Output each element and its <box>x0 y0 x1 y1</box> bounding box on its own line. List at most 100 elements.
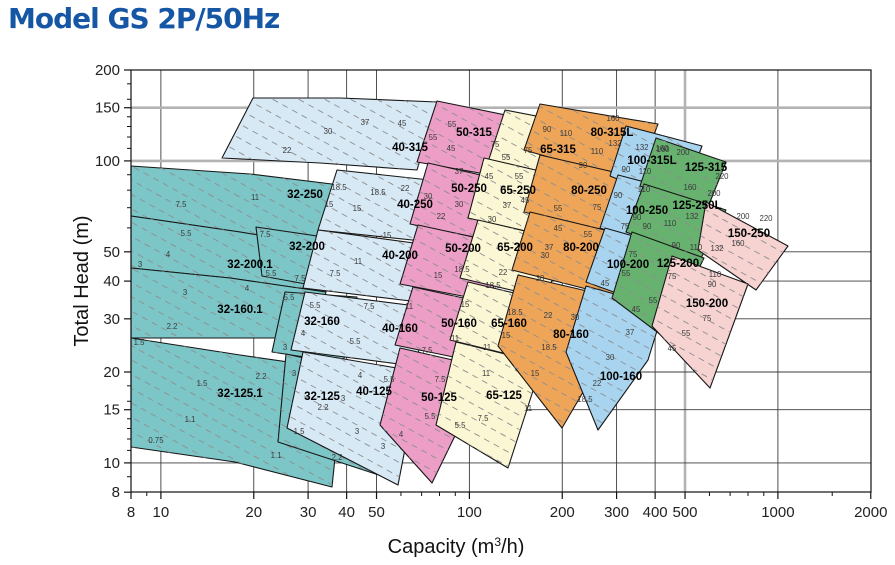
power-kw-label: 37 <box>503 201 512 210</box>
power-kw-label: 90 <box>633 213 642 222</box>
power-kw-label: 4 <box>399 430 404 439</box>
x-tick-label-8: 8 <box>127 504 135 521</box>
power-kw-label: 30 <box>536 274 545 283</box>
power-kw-label: 22 <box>283 146 292 155</box>
x-tick-label-500: 500 <box>673 504 698 521</box>
power-curve-dash <box>392 98 437 170</box>
power-curve-dash <box>138 216 292 292</box>
power-curve-dash <box>410 163 519 242</box>
power-kw-label: 22 <box>593 379 602 388</box>
power-curve-dash <box>652 256 748 388</box>
region-label-32-200.1: 32-200.1 <box>227 259 273 271</box>
power-kw-label: 30 <box>606 353 615 362</box>
x-axis-title: Capacity (m3/h) <box>388 535 525 558</box>
power-kw-label: 30 <box>455 200 464 209</box>
power-curve-dash <box>395 287 478 362</box>
power-kw-label: 5.5 <box>266 269 278 278</box>
power-curve-dash <box>436 342 542 468</box>
power-kw-label: 220 <box>715 172 729 181</box>
power-curve-dash <box>131 166 136 250</box>
power-kw-label: 132 <box>710 244 723 253</box>
power-kw-label: 30 <box>541 251 550 260</box>
power-kw-label: 37 <box>626 328 635 337</box>
power-curve-dash <box>521 275 626 428</box>
power-kw-label: 220 <box>759 214 773 223</box>
power-kw-label: 90 <box>614 191 623 200</box>
region-label-50-160: 50-160 <box>441 318 477 330</box>
region-label-32-250: 32-250 <box>287 189 323 201</box>
region-label-50-250: 50-250 <box>451 183 487 195</box>
power-curve-dash <box>436 342 542 468</box>
power-kw-label: 45 <box>521 196 530 205</box>
power-kw-label: 75 <box>668 272 677 281</box>
power-kw-label: 75 <box>524 146 533 155</box>
power-kw-label: 18.5 <box>577 395 593 404</box>
power-kw-label: 110 <box>664 219 677 228</box>
region-40-315[interactable] <box>221 97 438 171</box>
power-kw-label: 0.75 <box>148 436 164 445</box>
region-hatch-100-160 <box>566 286 664 430</box>
power-kw-label: 2.2 <box>318 403 329 412</box>
power-kw-label: 18.5 <box>541 343 557 352</box>
y-tick-label-20: 20 <box>103 364 120 381</box>
power-curve-dash <box>698 202 781 290</box>
x-tick-label-40: 40 <box>338 504 355 521</box>
power-kw-label: 90 <box>543 125 552 134</box>
power-kw-label: 45 <box>447 144 456 153</box>
power-curve-dash <box>317 230 436 302</box>
power-kw-label: 110 <box>690 243 703 252</box>
region-label-65-315: 65-315 <box>540 144 576 156</box>
power-kw-label: 3 <box>183 288 187 297</box>
power-kw-label: 55 <box>429 133 438 142</box>
power-curve-dash <box>288 98 435 170</box>
power-kw-label: 55 <box>554 204 563 213</box>
power-kw-label: 55 <box>682 329 691 338</box>
power-curve-dash <box>566 286 664 430</box>
x-tick-label-10: 10 <box>153 504 170 521</box>
region-150-200[interactable] <box>651 255 749 389</box>
power-kw-label: 5.5 <box>350 337 362 346</box>
power-curve-dash <box>287 352 420 485</box>
power-kw-label: 110 <box>639 167 652 176</box>
power-curve-dash <box>366 98 437 170</box>
power-kw-label: 11 <box>354 257 362 266</box>
region-40-125[interactable] <box>286 351 421 486</box>
power-kw-label: 132 <box>608 139 621 148</box>
power-kw-label: 4 <box>358 371 363 380</box>
region-label-100-250: 100-250 <box>626 205 668 217</box>
region-label-32-125.1: 32-125.1 <box>217 388 263 400</box>
power-curve-dash <box>400 225 483 301</box>
power-curve-dash <box>410 163 520 242</box>
power-kw-label: 15 <box>502 331 511 340</box>
power-kw-label: 3 <box>355 427 359 436</box>
power-kw-label: 15 <box>353 204 362 213</box>
power-curve-dash <box>698 202 788 290</box>
power-kw-label: 55 <box>515 172 524 181</box>
region-label-125-250L: 125-250L <box>672 200 721 212</box>
region-label-80-160: 80-160 <box>553 329 589 341</box>
power-kw-label: 5.5 <box>425 412 437 421</box>
region-label-50-125: 50-125 <box>421 392 457 404</box>
power-kw-label: 75 <box>491 140 500 149</box>
power-curve-dash <box>314 98 437 170</box>
power-kw-label: 75 <box>621 222 630 231</box>
power-kw-label: 4 <box>245 284 250 293</box>
power-kw-label: 90 <box>643 222 652 231</box>
power-kw-label: 160 <box>606 114 620 123</box>
power-kw-label: 75 <box>629 250 638 259</box>
power-curve-dash <box>436 342 519 468</box>
region-label-40-160: 40-160 <box>382 323 418 335</box>
power-curve-dash <box>380 348 488 483</box>
power-kw-label: 3 <box>341 394 345 403</box>
power-kw-label: 30 <box>488 215 497 224</box>
x-tick-label-20: 20 <box>245 504 262 521</box>
region-label-150-200: 150-200 <box>686 298 728 310</box>
region-150-250[interactable] <box>697 201 789 291</box>
power-kw-label: 2.2 <box>256 372 267 381</box>
power-kw-label: 7.5 <box>330 269 342 278</box>
power-kw-label: 7.5 <box>478 414 490 423</box>
power-curve-dash <box>566 286 664 430</box>
power-kw-label: 18.5 <box>331 183 347 192</box>
